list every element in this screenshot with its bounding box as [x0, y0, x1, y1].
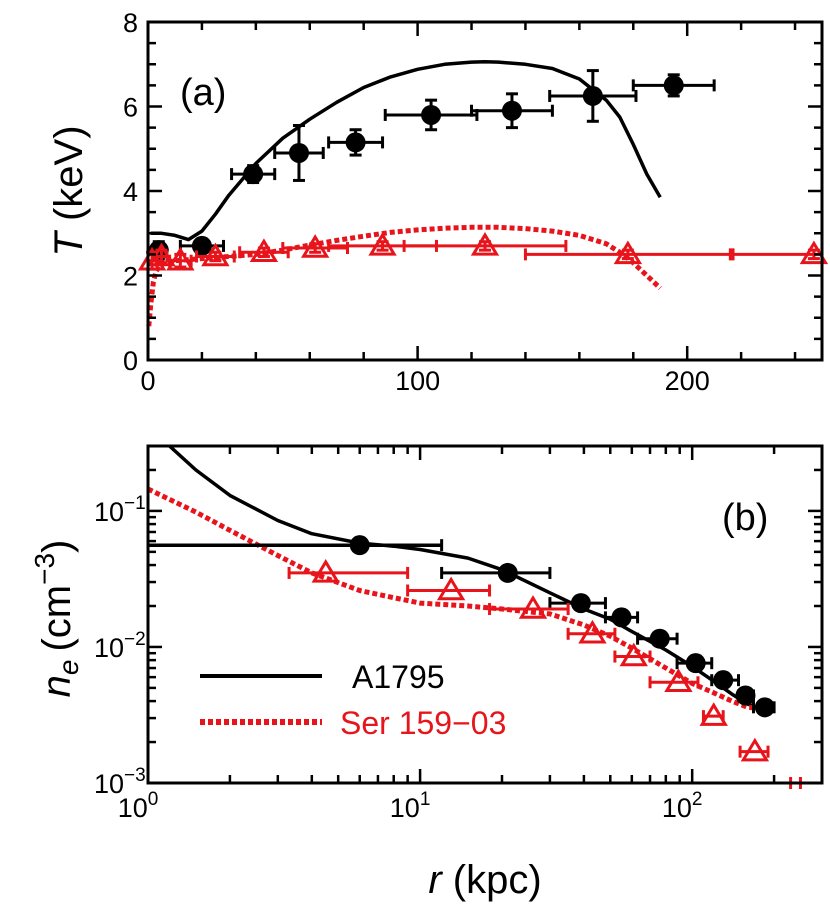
data-point-ser_data	[613, 240, 643, 265]
y-tick-base: 10	[94, 497, 124, 527]
data-point-ser_data	[311, 559, 340, 583]
legend: A1795 Ser 159−03	[200, 659, 506, 741]
panel-b-x-axis-label: r (kpc)	[428, 858, 541, 902]
y-tick-exponent: −2	[124, 629, 146, 650]
data-point-a1795_data	[663, 75, 684, 96]
panel-a-label: (a)	[180, 72, 226, 114]
panel-b-data-points	[146, 535, 802, 789]
panel-b-y-axis-label: ne (cm−3)	[29, 540, 84, 698]
y-tick-exponent: −1	[124, 493, 146, 514]
data-point-a1795_data	[649, 628, 670, 649]
x-tick-base: 10	[390, 793, 420, 823]
data-point-ser_data	[619, 642, 648, 667]
x-tick-label: 0	[140, 366, 155, 396]
data-point-a1795_data	[421, 104, 442, 125]
panel-b-label: (b)	[722, 497, 768, 539]
data-point-a1795_data	[497, 562, 518, 583]
panel-a-data-points	[137, 69, 829, 271]
y-tick-label: 6	[123, 93, 138, 123]
y-tick-label: 10−2	[94, 629, 146, 663]
y-axis-unit-close: )	[35, 540, 79, 553]
panel-b-model-curves	[148, 446, 769, 713]
y-tick-label: 0	[123, 346, 138, 376]
x-tick-base: 10	[662, 793, 692, 823]
x-tick-base: 10	[118, 793, 148, 823]
data-point-ser_data	[137, 246, 167, 271]
y-tick-label: 10−3	[94, 765, 146, 799]
data-point-a1795_data	[713, 670, 734, 691]
data-point-a1795_data	[735, 685, 756, 706]
data-point-ser_data	[201, 242, 230, 267]
x-tick-label: 102	[662, 789, 703, 823]
x-tick-label: 200	[665, 366, 710, 396]
x-tick-exponent: 2	[692, 789, 703, 810]
y-axis-unit: (keV)	[47, 125, 91, 232]
x-tick-exponent: 1	[420, 789, 431, 810]
y-tick-base: 10	[94, 633, 124, 663]
data-point-ser_data	[578, 619, 607, 644]
data-point-a1795_data	[288, 142, 309, 163]
data-point-a1795_data	[570, 593, 591, 614]
y-tick-label: 10−1	[94, 493, 146, 527]
data-point-ser_data	[664, 668, 693, 693]
x-axis-variable: r	[428, 858, 443, 902]
panel-b-frame	[146, 444, 824, 785]
data-point-a1795_data	[345, 132, 366, 153]
panel-a-frame	[146, 20, 824, 362]
data-point-ser_data	[166, 246, 195, 271]
y-tick-label: 2	[123, 262, 138, 292]
model-curve-a1795_model	[150, 59, 662, 242]
y-tick-label: 8	[123, 8, 138, 38]
y-axis-unit-exponent: −3	[29, 553, 60, 585]
data-point-a1795_data	[685, 653, 706, 674]
x-tick-exponent: 0	[148, 789, 159, 810]
data-point-a1795_data	[611, 607, 632, 628]
x-tick-label: 100	[118, 789, 159, 823]
y-axis-subscript: e	[53, 660, 84, 676]
data-point-ser_data	[740, 737, 770, 762]
x-axis-unit: (kpc)	[442, 858, 542, 902]
data-point-ser_data	[436, 576, 466, 601]
data-point-ser_data	[470, 232, 500, 256]
x-tick-label: 100	[395, 366, 440, 396]
data-point-ser_data	[249, 238, 279, 263]
data-point-a1795_data	[582, 85, 603, 106]
data-point-ser_data	[799, 240, 829, 265]
legend-label-ser: Ser 159−03	[340, 705, 506, 741]
x-tick-label: 101	[390, 789, 431, 823]
data-point-ser_data	[699, 702, 728, 726]
y-axis-variable: T	[47, 230, 91, 257]
y-tick-base: 10	[94, 769, 124, 799]
data-point-a1795_data	[243, 164, 264, 185]
panel-a-temperature-plot: 0 100 200 0 2 4 6 8 (a) T (keV)	[47, 8, 829, 396]
y-axis-variable: n	[35, 675, 79, 697]
y-tick-exponent: −3	[124, 765, 146, 786]
data-point-ser_data	[518, 595, 548, 619]
data-point-ser_data	[300, 234, 330, 258]
data-point-ser_data	[368, 232, 397, 256]
data-point-a1795_data	[349, 535, 370, 556]
y-tick-label: 4	[123, 177, 138, 207]
panel-a-ticks: 0 100 200 0 2 4 6 8	[123, 8, 822, 396]
legend-label-a1795: A1795	[352, 659, 445, 695]
data-point-a1795_data	[754, 697, 775, 718]
y-axis-unit-base: (cm	[35, 585, 79, 652]
data-point-a1795_data	[501, 100, 522, 121]
panel-a-y-axis-label: T (keV)	[47, 125, 91, 256]
data-point-a1795_data	[191, 235, 212, 256]
